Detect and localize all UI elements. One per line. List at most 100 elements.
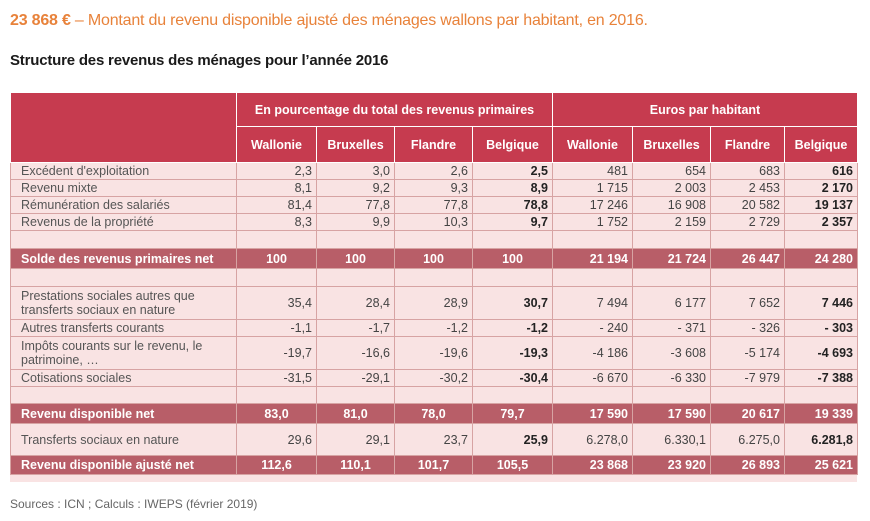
value-cell: 17 590 — [632, 403, 711, 424]
row-label: Revenu disponible net — [10, 403, 237, 424]
spacer-row — [10, 386, 858, 404]
table-title: Structure des revenus des ménages pour l… — [10, 52, 389, 69]
value-cell: 16 908 — [632, 196, 711, 214]
value-cell: 10,3 — [394, 213, 473, 231]
spacer-cell — [316, 386, 395, 404]
value-cell: -6 330 — [632, 369, 711, 387]
value-cell: 83,0 — [236, 403, 317, 424]
value-cell: 2 453 — [710, 179, 785, 197]
row-label: Autres transferts courants — [10, 319, 237, 337]
col-header: Belgique — [472, 126, 553, 163]
row-label: Solde des revenus primaires net — [10, 248, 237, 269]
value-cell: 25 621 — [784, 455, 858, 475]
value-cell: 23 868 — [552, 455, 633, 475]
value-cell: 7 652 — [710, 286, 785, 320]
table-row: Impôts courants sur le revenu, le patrim… — [10, 336, 858, 370]
value-cell: 29,6 — [236, 423, 317, 456]
row-label: Revenus de la propriété — [10, 213, 237, 231]
table-body: Excédent d'exploitation 2,3 3,0 2,6 2,5 481 65… — [10, 162, 858, 475]
table-row: Revenu mixte 8,1 9,2 9,3 8,9 1 715 2 003 2 453 2… — [10, 179, 858, 197]
total-row: Revenu disponible ajusté net 112,6 110,1 10… — [10, 455, 858, 475]
row-label: Prestations sociales autres que transfer… — [10, 286, 237, 320]
col-header: Flandre — [394, 126, 473, 163]
corner-header — [10, 92, 237, 163]
value-cell: -19,3 — [472, 336, 553, 370]
row-label: Cotisations sociales — [10, 369, 237, 387]
value-cell: 17 246 — [552, 196, 633, 214]
spacer-cell — [472, 268, 553, 287]
spacer-cell — [552, 268, 633, 287]
value-cell: 100 — [472, 248, 553, 269]
value-cell: 21 194 — [552, 248, 633, 269]
value-cell: 683 — [710, 162, 785, 180]
col-header: Bruxelles — [316, 126, 395, 163]
row-label: Rémunération des salariés — [10, 196, 237, 214]
value-cell: 2 170 — [784, 179, 858, 197]
value-cell: 2,6 — [394, 162, 473, 180]
value-cell: 6.278,0 — [552, 423, 633, 456]
value-cell: 24 280 — [784, 248, 858, 269]
value-cell: -1,1 — [236, 319, 317, 337]
value-cell: 1 715 — [552, 179, 633, 197]
spacer-cell — [236, 268, 317, 287]
value-cell: 100 — [394, 248, 473, 269]
spacer-cell — [552, 230, 633, 249]
value-cell: 2 357 — [784, 213, 858, 231]
value-cell: 77,8 — [316, 196, 395, 214]
headline-value: 23 868 € — [10, 12, 71, 29]
spacer-cell — [710, 230, 785, 249]
group-header-eur: Euros par habitant — [552, 92, 858, 127]
value-cell: 2,3 — [236, 162, 317, 180]
table-row: Transferts sociaux en nature 29,6 29,1 23,7… — [10, 423, 858, 456]
value-cell: 481 — [552, 162, 633, 180]
group-header-pct: En pourcentage du total des revenus prim… — [236, 92, 553, 127]
spacer-cell — [784, 230, 858, 249]
value-cell: 6 177 — [632, 286, 711, 320]
spacer-cell — [10, 386, 237, 404]
value-cell: 79,7 — [472, 403, 553, 424]
value-cell: 78,0 — [394, 403, 473, 424]
spacer-cell — [632, 386, 711, 404]
table-row: Excédent d'exploitation 2,3 3,0 2,6 2,5 481 65… — [10, 162, 858, 180]
value-cell: 35,4 — [236, 286, 317, 320]
value-cell: -6 670 — [552, 369, 633, 387]
value-cell: -4 693 — [784, 336, 858, 370]
value-cell: 8,3 — [236, 213, 317, 231]
spacer-cell — [710, 268, 785, 287]
value-cell: 28,9 — [394, 286, 473, 320]
value-cell: 110,1 — [316, 455, 395, 475]
value-cell: -4 186 — [552, 336, 633, 370]
spacer-cell — [394, 230, 473, 249]
value-cell: 23 920 — [632, 455, 711, 475]
row-label: Excédent d'exploitation — [10, 162, 237, 180]
value-cell: 100 — [316, 248, 395, 269]
value-cell: 19 339 — [784, 403, 858, 424]
value-cell: 21 724 — [632, 248, 711, 269]
value-cell: -7 979 — [710, 369, 785, 387]
value-cell: 9,7 — [472, 213, 553, 231]
value-cell: 105,5 — [472, 455, 553, 475]
col-header: Wallonie — [552, 126, 633, 163]
spacer-cell — [394, 268, 473, 287]
value-cell: 26 893 — [710, 455, 785, 475]
value-cell: 17 590 — [552, 403, 633, 424]
value-cell: 77,8 — [394, 196, 473, 214]
row-label: Transferts sociaux en nature — [10, 423, 237, 456]
value-cell: 19 137 — [784, 196, 858, 214]
value-cell: 100 — [236, 248, 317, 269]
sources-note: Sources : ICN ; Calculs : IWEPS (février… — [10, 497, 258, 511]
spacer-cell — [632, 230, 711, 249]
table-row: Prestations sociales autres que transfer… — [10, 286, 858, 320]
value-cell: 23,7 — [394, 423, 473, 456]
table-row: Autres transferts courants -1,1 -1,7 -1,2 -1… — [10, 319, 858, 337]
value-cell: 81,4 — [236, 196, 317, 214]
value-cell: 6.281,8 — [784, 423, 858, 456]
table-row: Cotisations sociales -31,5 -29,1 -30,2 -30,4… — [10, 369, 858, 387]
value-cell: 28,4 — [316, 286, 395, 320]
value-cell: -1,2 — [394, 319, 473, 337]
value-cell: 2 729 — [710, 213, 785, 231]
value-cell: - 303 — [784, 319, 858, 337]
col-header: Wallonie — [236, 126, 317, 163]
spacer-cell — [236, 230, 317, 249]
value-cell: 2,5 — [472, 162, 553, 180]
